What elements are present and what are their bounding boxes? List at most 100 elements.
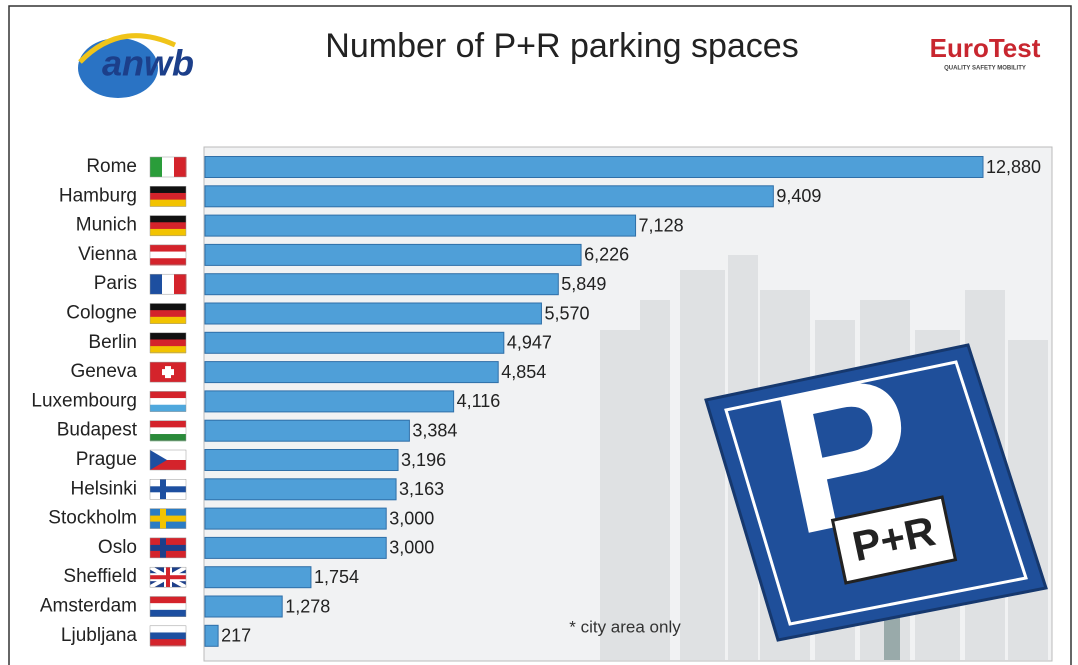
logo-right: EuroTest: [930, 33, 1041, 63]
logo-tagline: QUALITY SAFETY MOBILITY: [944, 66, 1026, 72]
category-label: Prague: [76, 449, 137, 470]
category-label: Amsterdam: [40, 596, 137, 617]
category-label: Geneva: [70, 361, 137, 382]
category-label: Luxembourg: [31, 390, 137, 411]
value-label: 217: [221, 626, 251, 646]
flag: [150, 333, 186, 354]
flag: [150, 479, 186, 499]
value-label: 3,000: [389, 538, 434, 558]
bar: [205, 567, 311, 588]
flag-part: [150, 317, 186, 324]
flag-part: [150, 516, 186, 522]
bar: [205, 450, 398, 471]
category-label: Cologne: [66, 303, 137, 324]
flag-part: [162, 157, 175, 177]
flag-part: [150, 200, 186, 207]
flag-part: [150, 434, 186, 441]
flag-part: [150, 258, 186, 265]
flag-part: [150, 222, 186, 229]
flag: [150, 274, 187, 294]
flag-part: [174, 274, 187, 294]
flag-part: [150, 486, 186, 492]
flag: [150, 421, 186, 441]
bar: [205, 479, 396, 500]
bar: [205, 391, 454, 412]
value-label: 9,409: [776, 186, 821, 206]
flag: [150, 157, 187, 177]
flag-part: [162, 274, 175, 294]
flag-part: [150, 427, 186, 434]
category-label: Vienna: [78, 244, 137, 265]
bar: [205, 332, 504, 353]
flag: [150, 216, 186, 237]
bar: [205, 596, 282, 617]
bar: [205, 274, 558, 295]
flag-part: [150, 391, 186, 398]
flag-part: [150, 626, 186, 633]
value-label: 3,196: [401, 450, 446, 470]
flag-part: [150, 575, 186, 579]
flag: [150, 538, 186, 558]
flag-part: [150, 304, 186, 311]
value-label: 7,128: [639, 215, 684, 235]
flag-part: [150, 346, 186, 353]
bar: [205, 625, 218, 646]
category-label: Helsinki: [70, 478, 137, 499]
category-label: Paris: [94, 273, 137, 294]
value-label: 1,278: [285, 596, 330, 616]
category-label: Berlin: [88, 332, 137, 353]
flag-part: [150, 274, 163, 294]
category-label: Oslo: [98, 537, 137, 558]
flag-part: [150, 245, 186, 252]
value-label: 6,226: [584, 245, 629, 265]
category-label: Rome: [86, 156, 137, 177]
flag-part: [174, 157, 187, 177]
flag-part: [150, 421, 186, 428]
flag-part: [150, 639, 186, 646]
flag: [150, 245, 186, 266]
flag-part: [150, 229, 186, 236]
bar: [205, 508, 386, 529]
flag: [150, 450, 186, 470]
flag-part: [150, 186, 186, 193]
chart: P P+R Number of P+R parking spaces anwb …: [0, 0, 1078, 665]
flag-part: [150, 310, 186, 317]
flag-part: [150, 193, 186, 200]
flag-part: [150, 632, 186, 639]
chart-title: Number of P+R parking spaces: [325, 27, 798, 65]
flag-part: [150, 545, 186, 551]
bar: [205, 215, 636, 236]
flag: [150, 567, 186, 587]
flag-part: [150, 610, 186, 617]
category-label: Munich: [76, 215, 137, 236]
bar: [205, 362, 498, 383]
flag: [150, 362, 186, 382]
footnote: * city area only: [569, 617, 681, 636]
value-label: 4,854: [501, 362, 546, 382]
flag-part: [150, 398, 186, 405]
value-label: 3,384: [412, 420, 457, 440]
category-label: Ljubljana: [61, 625, 137, 646]
bar: [205, 244, 581, 265]
flag-part: [150, 333, 186, 340]
flag-part: [150, 597, 186, 604]
category-label: Budapest: [57, 420, 138, 441]
flag-part: [150, 216, 186, 223]
flag-part: [162, 369, 174, 375]
flag: [150, 597, 186, 618]
flag: [150, 509, 186, 529]
value-label: 5,570: [544, 303, 589, 323]
flag: [150, 391, 186, 412]
value-label: 1,754: [314, 567, 359, 587]
value-label: 12,880: [986, 157, 1041, 177]
value-label: 3,163: [399, 479, 444, 499]
category-label: Hamburg: [59, 185, 137, 206]
bar: [205, 186, 773, 207]
value-label: 5,849: [561, 274, 606, 294]
flag: [150, 186, 186, 207]
flag-part: [150, 603, 186, 610]
bar: [205, 537, 386, 558]
flag-part: [150, 252, 186, 259]
value-label: 4,947: [507, 333, 552, 353]
category-label: Stockholm: [48, 508, 137, 529]
